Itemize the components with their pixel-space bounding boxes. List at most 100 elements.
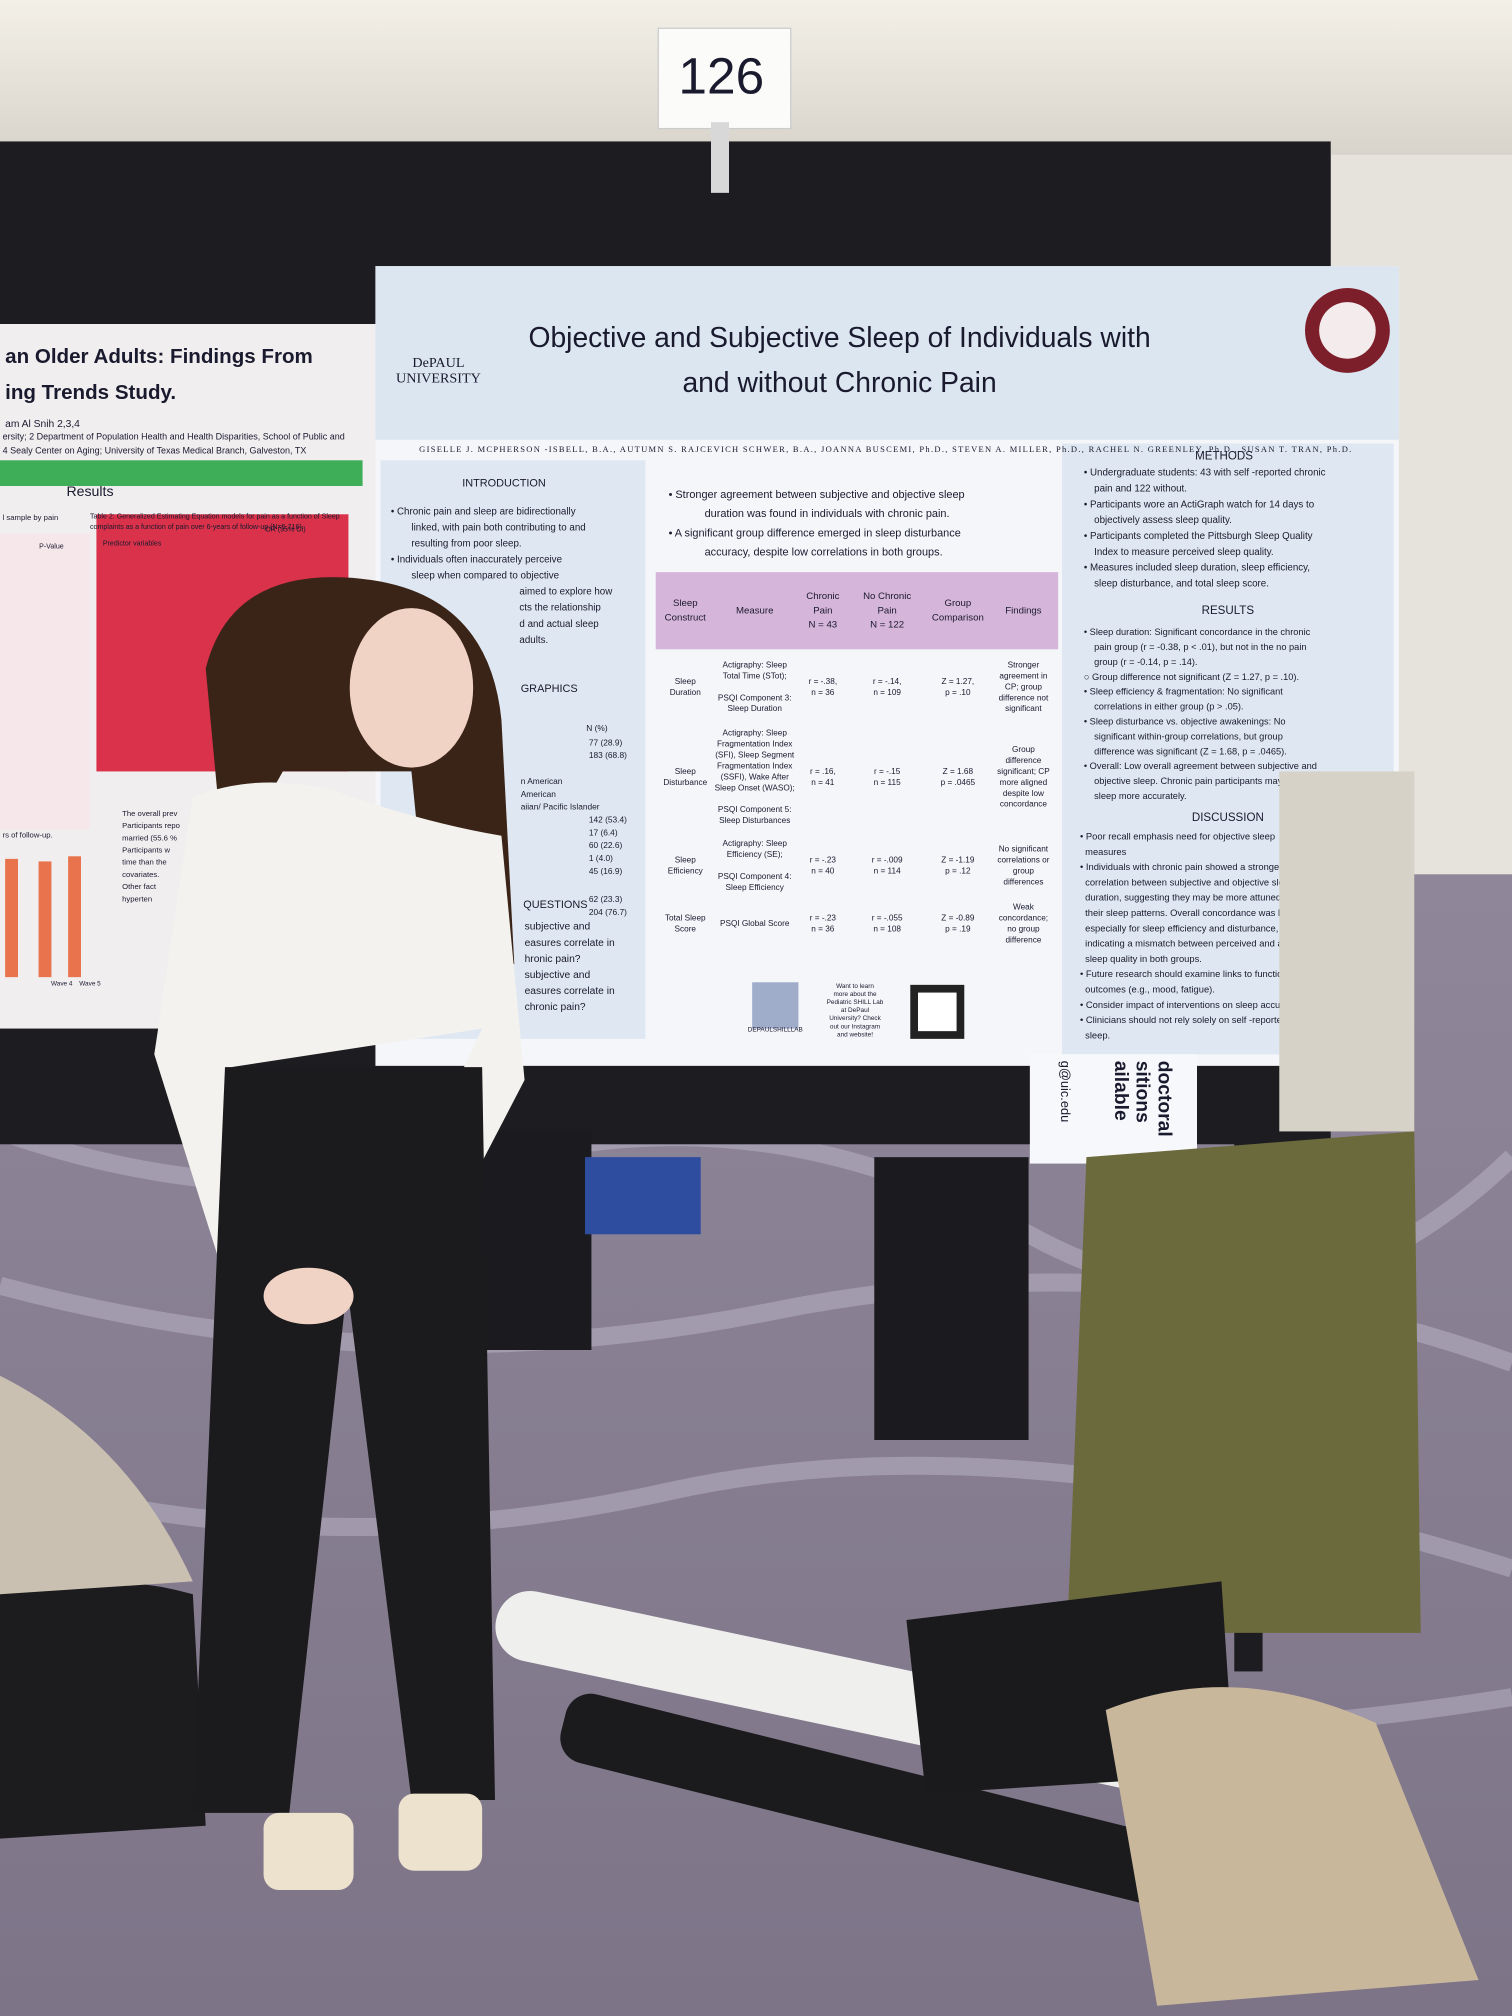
results-bar — [0, 460, 363, 486]
table-cell: r = -.23 — [810, 913, 837, 922]
table-cell: difference not — [999, 693, 1049, 702]
poster-text: subjective and — [525, 970, 591, 981]
poster-text: P-Value — [39, 543, 64, 550]
table-cell: Stronger — [1008, 661, 1040, 670]
table-cell: (SFI), Sleep Segment — [715, 751, 795, 760]
poster-text: outcomes (e.g., mood, fatigue). — [1085, 984, 1215, 994]
section-heading: QUESTIONS — [523, 899, 587, 911]
table-cell: Weak — [1013, 903, 1035, 912]
poster-text: indicating a mismatch between perceived … — [1085, 939, 1302, 949]
seal-inner — [1319, 302, 1376, 359]
qr-code-inner — [918, 992, 957, 1032]
poster-text: • Undergraduate students: 43 with self -… — [1084, 468, 1326, 479]
poster-text: 142 (53.4) — [589, 814, 627, 824]
key-finding: • Stronger agreement between subjective … — [669, 489, 965, 501]
table-header: N = 122 — [870, 619, 904, 630]
poster-text: Participants repo — [122, 821, 180, 830]
table-cell: difference — [1005, 935, 1041, 944]
table-cell: p = .10 — [945, 688, 971, 697]
left-title: an Older Adults: Findings From — [5, 345, 313, 368]
section-heading: GRAPHICS — [521, 683, 578, 695]
table-cell: p = .0465 — [941, 778, 976, 787]
table-cell: No significant — [999, 845, 1049, 854]
poster-text: an Older Adults: Findings From ing Trends… — [3, 321, 1352, 1137]
table-cell: Z = -0.89 — [941, 913, 975, 922]
poster-text: • Individuals with chronic pain showed a… — [1080, 862, 1282, 872]
person-legs — [482, 1131, 592, 1350]
table-cell: Score — [675, 924, 697, 933]
table-header: Pain — [878, 605, 897, 616]
poster-text: d and actual sleep — [519, 619, 599, 630]
sign-text: doctoral — [1153, 1061, 1174, 1137]
table-header: Pain — [813, 605, 832, 616]
poster-text: American — [521, 789, 557, 799]
table-cell: r = -.14, — [873, 677, 902, 686]
poster-text: out our Instagram — [830, 1023, 880, 1030]
poster-text: 60 (22.6) — [589, 840, 623, 850]
table-header: Comparison — [932, 612, 984, 623]
institution: UNIVERSITY — [396, 371, 481, 387]
table-cell: n = 114 — [874, 867, 901, 876]
table-header: Chronic — [806, 591, 839, 602]
table-cell: n = 36 — [811, 924, 835, 933]
shoe — [263, 1812, 354, 1890]
table-cell: n = 109 — [873, 688, 901, 697]
table-cell: CP; group — [1005, 682, 1042, 691]
table-cell: despite low — [1003, 789, 1044, 798]
carpet-pattern — [0, 1122, 1512, 1740]
poster-text: sleep when compared to objective — [411, 571, 559, 582]
poster-text: significant within-group correlations, b… — [1094, 731, 1283, 741]
poster-title: Objective and Subjective Sleep of Indivi… — [528, 321, 1150, 353]
table-cell: r = -.055 — [872, 913, 903, 922]
table-header: N = 43 — [809, 619, 838, 630]
table-cell: n = 108 — [873, 924, 901, 933]
poster-text: covariates. — [122, 870, 159, 879]
poster-text: sleep. — [1085, 1030, 1110, 1040]
poster-text: N (%) — [586, 723, 608, 733]
table-cell: agreement in — [999, 671, 1047, 680]
table-cell: r = -.38, — [809, 677, 838, 686]
poster-text: 1 (4.0) — [589, 853, 613, 863]
poster-text: sleep more accurately. — [1094, 791, 1186, 801]
poster-text: correlation between subjective and objec… — [1085, 877, 1294, 887]
sign-email: g@uic.edu — [1058, 1061, 1073, 1123]
table-cell: Sleep — [675, 677, 696, 686]
poster-text: • Individuals often inaccurately perceiv… — [391, 555, 562, 566]
poster-text: am Al Snih 2,3,4 — [5, 419, 80, 430]
table-cell: Z = -1.19 — [941, 856, 975, 865]
table-cell: PSQI Component 3: — [718, 693, 792, 702]
table-cell: difference — [1005, 756, 1041, 765]
section-heading: DISCUSSION — [1192, 812, 1264, 824]
face — [349, 608, 474, 768]
table-cell: n = 36 — [811, 688, 835, 697]
section-heading: RESULTS — [1202, 605, 1255, 617]
table-header — [655, 572, 1059, 650]
poster-text: Other fact — [122, 882, 157, 891]
table-cell: Total Sleep — [665, 913, 706, 922]
poster-text: Want to learn — [836, 983, 874, 990]
table-cell: Z = 1.68 — [943, 767, 974, 776]
left-table-col — [0, 533, 90, 830]
poster-text: hronic pain? — [525, 954, 581, 965]
table-cell: Efficiency (SE); — [727, 850, 783, 859]
table-cell: (SSFI), Wake After — [721, 772, 789, 781]
poster-text: Index to measure perceived sleep quality… — [1094, 547, 1274, 558]
table-cell: concordance — [1000, 800, 1047, 809]
table-cell: no group — [1007, 924, 1040, 933]
table-cell: Sleep Duration — [728, 704, 783, 713]
table-cell: differences — [1003, 877, 1043, 886]
poster-text: cts the relationship — [519, 603, 601, 614]
poster-text: rs of follow-up. — [3, 831, 53, 840]
table-cell: Duration — [670, 688, 701, 697]
table-cell: correlations or — [997, 856, 1049, 865]
table-cell: r = -.23 — [810, 856, 837, 865]
table-header: No Chronic — [863, 591, 911, 602]
hands — [263, 1267, 354, 1325]
key-finding: accuracy, despite low correlations in bo… — [705, 547, 943, 559]
poster-text: their sleep patterns. Overall concordanc… — [1085, 908, 1294, 918]
table-header: Sleep — [673, 598, 698, 609]
poster-text: linked, with pain both contributing to a… — [411, 522, 585, 533]
poster-text: Pediatric SHILL Lab — [827, 999, 884, 1006]
table-cell: Actigraphy: Sleep — [723, 729, 788, 738]
